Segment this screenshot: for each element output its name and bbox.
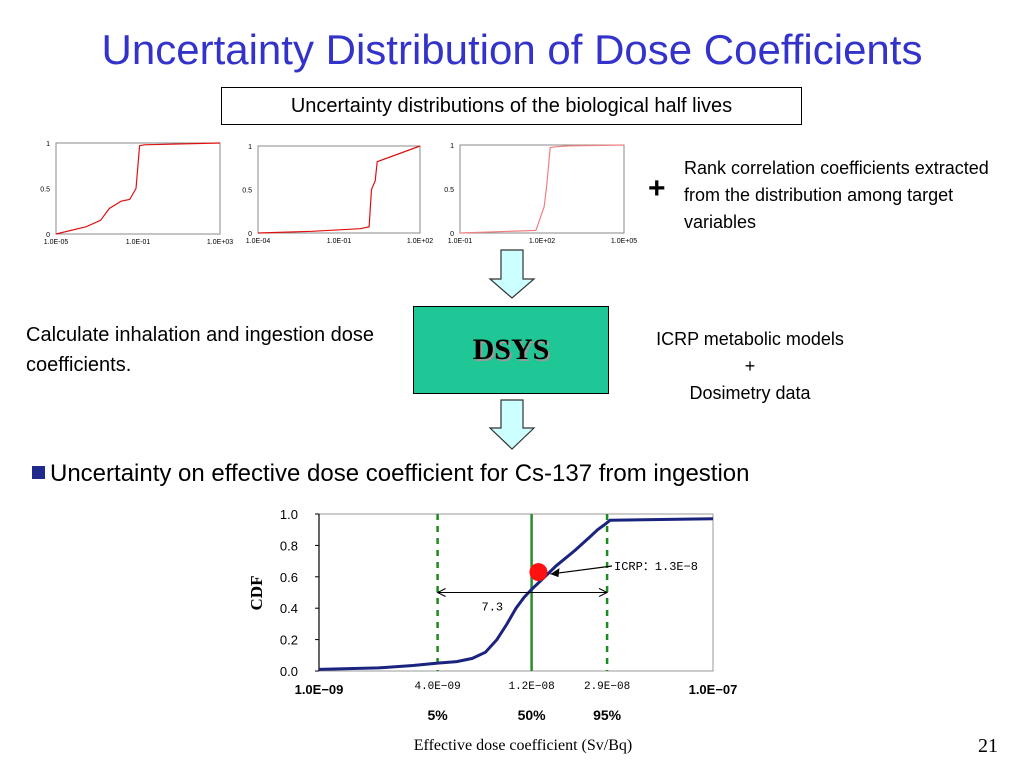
percentile-value-label: 4.0E−09 (414, 681, 460, 693)
cdf-x-min-label: 1.0E−09 (295, 682, 344, 697)
small-chart-3-line (459, 144, 625, 234)
arrowhead-right-icon (598, 588, 609, 597)
small-chart-x-tick-label: 1.0E+02 (529, 238, 555, 245)
down-arrow-icon (488, 249, 536, 299)
icrp-point (529, 563, 548, 582)
small-chart-1-frame (55, 142, 221, 235)
slide-title: Uncertainty Distribution of Dose Coeffic… (101, 26, 923, 73)
calculate-dose-text: Calculate inhalation and ingestion dose … (26, 324, 375, 376)
rank-correlation-text: Rank correlation coefficients extracted … (684, 158, 989, 232)
icrp-models-line2: Dosimetry data (689, 383, 811, 403)
plus-sign: + (648, 172, 666, 205)
cdf-x-labels: 4.0E−09 5% 1.2E−08 50% 2.9E−08 95% 1.0E−09 1.0E… (295, 681, 738, 723)
small-chart-3-x-ticks: 1.0E-01 1.0E+02 1.0E+05 (448, 238, 638, 245)
ratio-label: 7.3 (482, 601, 504, 615)
small-chart-3-y-ticks: 00.51 (444, 143, 454, 238)
dsys-box: DSYS (413, 306, 609, 394)
cdf-y-ticks: 0.0 0.2 0.4 0.6 0.8 1.0 (280, 507, 319, 679)
percentile-value-label: 2.9E−08 (584, 681, 630, 693)
small-chart-2-x-ticks: 1.0E-04 1.0E-01 1.0E+02 (246, 238, 434, 245)
small-chart-3-frame (459, 144, 625, 234)
cdf-y-tick-label: 0.0 (280, 664, 298, 679)
arrowhead-left-icon (436, 588, 446, 597)
square-bullet-icon (32, 466, 45, 479)
cdf-y-tick-label: 0.4 (280, 601, 298, 616)
small-chart-x-tick-label: 1.0E-01 (126, 239, 151, 246)
small-chart-x-tick-label: 1.0E-04 (246, 238, 271, 245)
small-chart-x-tick-label: 1.0E+02 (407, 238, 433, 245)
subtitle-box: Uncertainty distributions of the biologi… (221, 87, 802, 125)
small-chart-y-tick-label: 0 (450, 231, 454, 238)
small-chart-y-tick-label: 0.5 (444, 187, 454, 194)
small-chart-x-tick-label: 1.0E-01 (448, 238, 473, 245)
dsys-label: DSYS (472, 333, 550, 366)
percentile-label: 50% (518, 707, 547, 723)
cdf-ratio-span: 7.3 (436, 588, 609, 615)
cdf-y-tick-label: 1.0 (280, 507, 298, 522)
small-chart-x-tick-label: 1.0E+03 (207, 239, 233, 246)
page-number: 21 (978, 735, 998, 757)
small-chart-y-tick-label: 0.5 (242, 188, 252, 195)
icrp-pointer-line (550, 565, 613, 575)
small-chart-y-tick-label: 0.5 (40, 187, 50, 194)
cdf-y-tick-label: 0.2 (280, 633, 298, 648)
small-chart-x-tick-label: 1.0E+05 (611, 238, 637, 245)
icrp-models-text: ICRP metabolic models + Dosimetry data (620, 326, 880, 407)
cdf-x-axis-label: Effective dose coefficient (Sv/Bq) (414, 737, 632, 754)
small-chart-2-frame (257, 145, 421, 234)
small-chart-x-tick-label: 1.0E-01 (327, 238, 352, 245)
small-chart-y-tick-label: 0 (248, 231, 252, 238)
small-chart-y-tick-label: 1 (450, 143, 454, 150)
cdf-curve (318, 517, 714, 671)
small-chart-2-line (257, 145, 421, 234)
icrp-models-line1: ICRP metabolic models (656, 329, 844, 349)
percentile-label: 5% (427, 707, 448, 723)
cdf-x-max-label: 1.0E−07 (689, 682, 738, 697)
cdf-y-tick-label: 0.6 (280, 570, 298, 585)
small-chart-1-y-ticks: 00.51 (40, 141, 50, 239)
percentile-value-label: 1.2E−08 (508, 681, 554, 693)
cdf-y-tick-label: 0.8 (280, 538, 298, 553)
cdf-chart: 0.0 0.2 0.4 0.6 0.8 1.0 7.3 ICRP：1.3E−8 4.0E−… (247, 507, 737, 754)
icrp-arrowhead-icon (550, 568, 560, 578)
small-chart-1-line (55, 142, 221, 235)
small-chart-2-y-ticks: 00.51 (242, 144, 252, 238)
bullet-text: Uncertainty on effective dose coefficien… (50, 460, 750, 487)
small-chart-1: 00.51 1.0E-05 1.0E-01 1.0E+03 (40, 141, 233, 246)
icrp-marker: ICRP：1.3E−8 (529, 560, 698, 582)
small-chart-y-tick-label: 1 (248, 144, 252, 151)
small-chart-y-tick-label: 1 (46, 141, 50, 148)
small-chart-3: 00.51 1.0E-01 1.0E+02 1.0E+05 (444, 143, 637, 245)
down-arrow-icon (488, 399, 536, 450)
small-chart-y-tick-label: 0 (46, 232, 50, 239)
icrp-models-plus: + (744, 356, 756, 376)
icrp-label: ICRP：1.3E−8 (614, 560, 698, 574)
small-chart-x-tick-label: 1.0E-05 (44, 239, 69, 246)
percentile-label: 95% (593, 707, 622, 723)
small-chart-1-x-ticks: 1.0E-05 1.0E-01 1.0E+03 (44, 239, 234, 246)
cdf-y-axis-label: CDF (247, 576, 266, 611)
bullet-item: Uncertainty on effective dose coefficien… (32, 460, 749, 488)
small-chart-2: 00.51 1.0E-04 1.0E-01 1.0E+02 (242, 144, 433, 245)
